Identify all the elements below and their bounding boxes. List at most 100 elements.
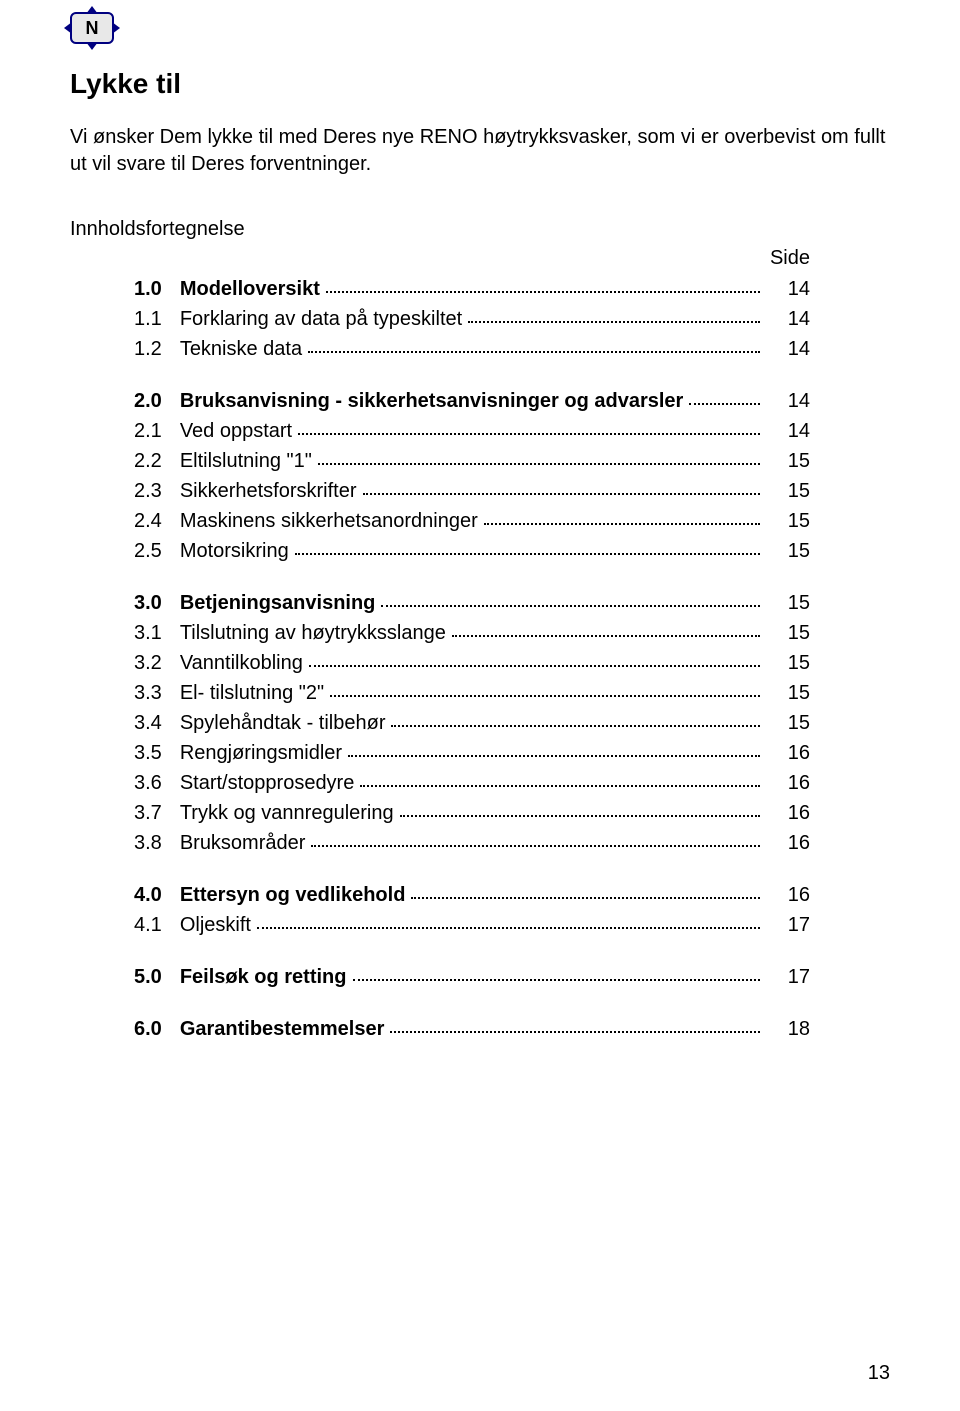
toc-page: 14 — [766, 304, 810, 334]
toc-page: 15 — [766, 648, 810, 678]
toc-block: 3.0Betjeningsanvisning153.1Tilslutning a… — [70, 588, 890, 858]
toc-page: 15 — [766, 476, 810, 506]
toc-label: Tilslutning av høytrykksslange — [162, 618, 446, 648]
language-badge-icon: N — [70, 12, 114, 44]
toc-block: 2.0Bruksanvisning - sikkerhetsanvisninge… — [70, 386, 890, 566]
toc-page: 15 — [766, 618, 810, 648]
toc-page: 15 — [766, 678, 810, 708]
toc-row: 2.0Bruksanvisning - sikkerhetsanvisninge… — [70, 386, 810, 416]
toc-dots — [400, 815, 760, 817]
toc-row: 4.1Oljeskift 17 — [70, 910, 810, 940]
toc-label: Oljeskift — [162, 910, 251, 940]
toc-dots — [348, 755, 760, 757]
toc-dots — [689, 403, 760, 405]
toc-number: 3.5 — [70, 738, 162, 768]
toc-row: 1.1Forklaring av data på typeskiltet 14 — [70, 304, 810, 334]
toc-number: 3.4 — [70, 708, 162, 738]
toc-number: 3.6 — [70, 768, 162, 798]
toc-row: 2.3Sikkerhetsforskrifter 15 — [70, 476, 810, 506]
toc-number: 3.0 — [70, 588, 162, 618]
toc-label: Start/stopprosedyre — [162, 768, 355, 798]
toc-label: Tekniske data — [162, 334, 302, 364]
toc-page: 14 — [766, 274, 810, 304]
toc-dots — [318, 463, 760, 465]
toc-number: 2.4 — [70, 506, 162, 536]
toc-number: 5.0 — [70, 962, 162, 992]
toc-row: 3.1Tilslutning av høytrykksslange 15 — [70, 618, 810, 648]
toc-dots — [468, 321, 760, 323]
toc-label: Sikkerhetsforskrifter — [162, 476, 357, 506]
toc-dots — [360, 785, 760, 787]
toc-number: 3.1 — [70, 618, 162, 648]
toc-page: 15 — [766, 708, 810, 738]
toc-page: 14 — [766, 334, 810, 364]
toc-label: Garantibestemmelser — [162, 1014, 385, 1044]
toc-label: Trykk og vannregulering — [162, 798, 394, 828]
intro-paragraph: Vi ønsker Dem lykke til med Deres nye RE… — [70, 124, 890, 178]
toc-dots — [298, 433, 760, 435]
toc-number: 3.2 — [70, 648, 162, 678]
toc-row: 2.1Ved oppstart 14 — [70, 416, 810, 446]
toc-dots — [353, 979, 761, 981]
toc-label: Modelloversikt — [162, 274, 320, 304]
toc-page: 17 — [766, 910, 810, 940]
toc-row: 3.7Trykk og vannregulering 16 — [70, 798, 810, 828]
toc-number: 4.0 — [70, 880, 162, 910]
toc-row: 5.0Feilsøk og retting 17 — [70, 962, 810, 992]
page-title: Lykke til — [70, 68, 890, 100]
toc-page: 16 — [766, 880, 810, 910]
toc-block: 5.0Feilsøk og retting 17 — [70, 962, 890, 992]
toc-dots — [484, 523, 760, 525]
toc-row: 3.8Bruksområder16 — [70, 828, 810, 858]
toc-number: 1.2 — [70, 334, 162, 364]
toc-row: 2.2Eltilslutning "1"15 — [70, 446, 810, 476]
toc-number: 3.8 — [70, 828, 162, 858]
toc-dots — [452, 635, 760, 637]
toc-number: 3.3 — [70, 678, 162, 708]
toc-label: Feilsøk og retting — [162, 962, 347, 992]
toc-row: 3.4Spylehåndtak - tilbehør 15 — [70, 708, 810, 738]
toc-label: Spylehåndtak - tilbehør — [162, 708, 386, 738]
toc-number: 3.7 — [70, 798, 162, 828]
toc-label: Bruksanvisning - sikkerhetsanvisninger o… — [162, 386, 684, 416]
badge-letter: N — [86, 18, 99, 39]
toc-block: 1.0Modelloversikt141.1Forklaring av data… — [70, 274, 890, 364]
toc-heading: Innholdsfortegnelse — [70, 218, 890, 241]
document-page: N Lykke til Vi ønsker Dem lykke til med … — [0, 0, 960, 1096]
toc-number: 4.1 — [70, 910, 162, 940]
toc-block: 6.0Garantibestemmelser18 — [70, 1014, 890, 1044]
toc-label: Vanntilkobling — [162, 648, 303, 678]
toc-number: 1.1 — [70, 304, 162, 334]
toc-dots — [308, 351, 760, 353]
toc-dots — [381, 605, 760, 607]
toc-label: Ettersyn og vedlikehold — [162, 880, 406, 910]
toc-label: Bruksområder — [162, 828, 306, 858]
toc-number: 2.1 — [70, 416, 162, 446]
toc-label: Forklaring av data på typeskiltet — [162, 304, 462, 334]
toc-number: 2.3 — [70, 476, 162, 506]
toc-page: 15 — [766, 506, 810, 536]
toc-row: 6.0Garantibestemmelser18 — [70, 1014, 810, 1044]
toc-label: Motorsikring — [162, 536, 289, 566]
toc-dots — [390, 1031, 760, 1033]
toc-label: Rengjøringsmidler — [162, 738, 342, 768]
toc-label: Betjeningsanvisning — [162, 588, 376, 618]
toc-page: 17 — [766, 962, 810, 992]
toc-page: 16 — [766, 738, 810, 768]
toc-row: 1.2Tekniske data 14 — [70, 334, 810, 364]
toc-label: Maskinens sikkerhetsanordninger — [162, 506, 478, 536]
toc-label: Eltilslutning "1" — [162, 446, 312, 476]
toc-page: 14 — [766, 416, 810, 446]
side-column-label: Side — [70, 247, 810, 270]
toc-dots — [411, 897, 760, 899]
toc-number: 2.0 — [70, 386, 162, 416]
toc-page: 18 — [766, 1014, 810, 1044]
toc-dots — [311, 845, 760, 847]
toc-row: 2.5Motorsikring15 — [70, 536, 810, 566]
toc-label: Ved oppstart — [162, 416, 292, 446]
page-number: 13 — [868, 1362, 890, 1385]
toc-number: 2.5 — [70, 536, 162, 566]
toc-dots — [363, 493, 760, 495]
toc-page: 16 — [766, 798, 810, 828]
toc-dots — [330, 695, 760, 697]
